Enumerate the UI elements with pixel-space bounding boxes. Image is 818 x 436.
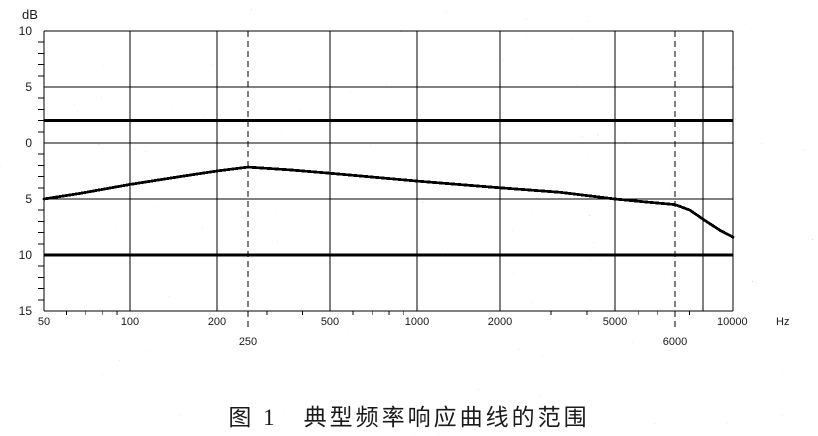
- svg-text:15: 15: [19, 304, 33, 318]
- svg-text:2000: 2000: [488, 316, 512, 328]
- svg-text:1000: 1000: [405, 316, 429, 328]
- svg-text:Hz: Hz: [776, 316, 789, 328]
- svg-text:6000: 6000: [663, 336, 687, 348]
- svg-text:500: 500: [321, 316, 339, 328]
- svg-text:5000: 5000: [603, 316, 627, 328]
- svg-text:10: 10: [19, 24, 33, 38]
- svg-text:5: 5: [25, 192, 32, 206]
- svg-text:dB: dB: [22, 7, 38, 22]
- svg-text:10000: 10000: [717, 316, 748, 328]
- svg-text:0: 0: [25, 136, 32, 150]
- svg-text:250: 250: [239, 336, 257, 348]
- svg-text:100: 100: [121, 316, 139, 328]
- svg-text:200: 200: [208, 316, 226, 328]
- svg-text:10: 10: [19, 248, 33, 262]
- svg-text:50: 50: [38, 316, 50, 328]
- svg-text:5: 5: [25, 80, 32, 94]
